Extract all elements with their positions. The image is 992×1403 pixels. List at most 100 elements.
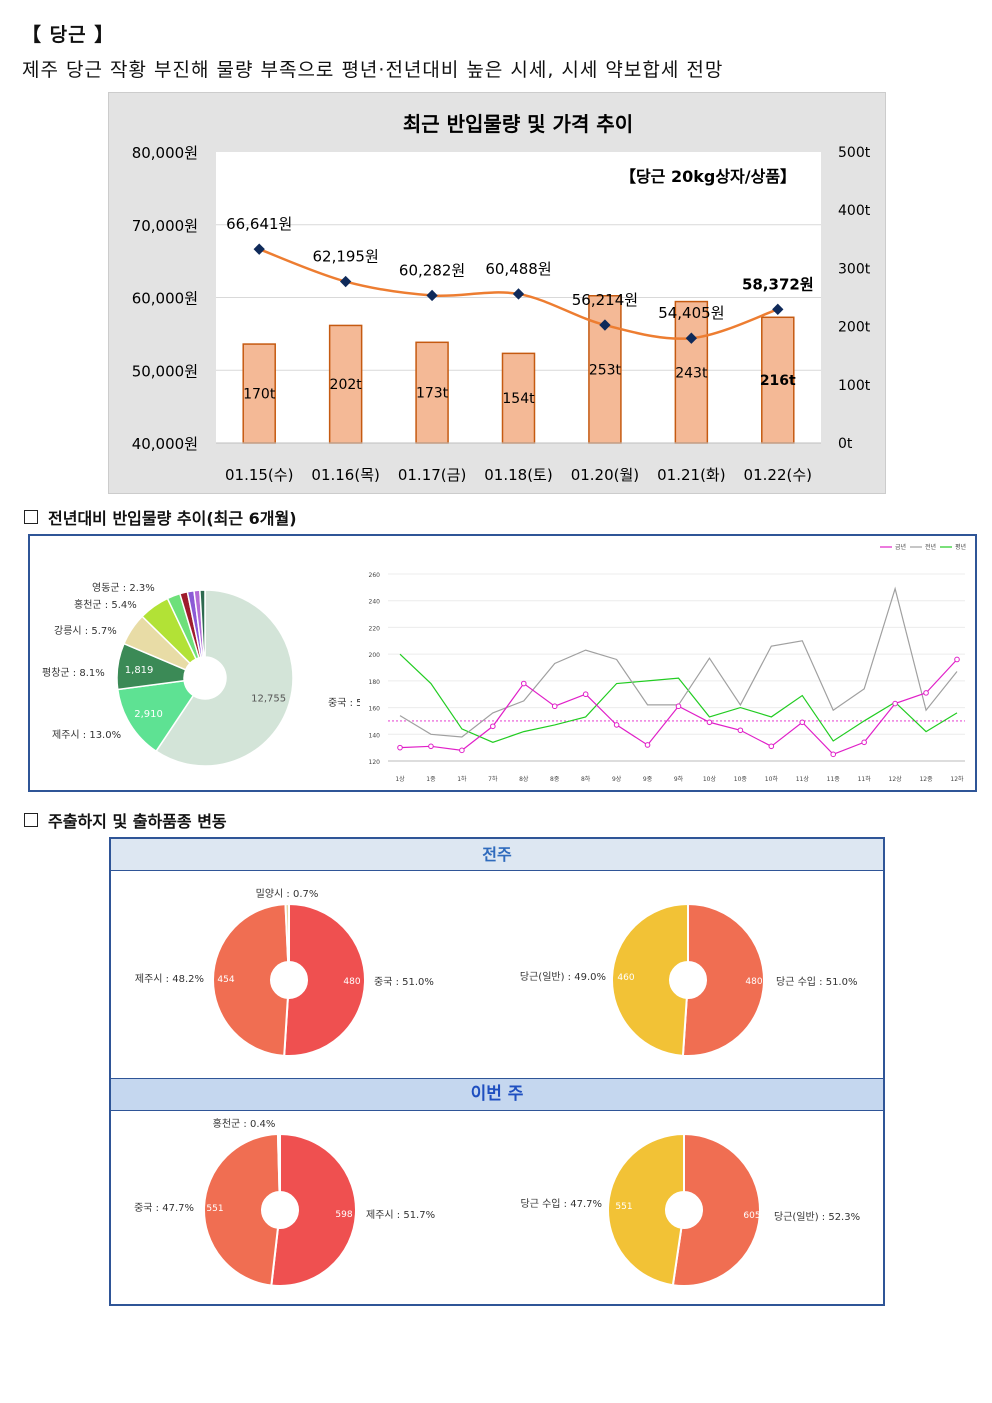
checkbox-icon xyxy=(24,510,38,524)
pie-slice xyxy=(607,1132,685,1287)
section-title-volume: 전년대비 반입물량 추이(최근 6개월) xyxy=(48,509,297,528)
price-point xyxy=(685,332,698,344)
pie-slice xyxy=(284,902,290,964)
series-line xyxy=(399,653,958,743)
slice-value: 2,910 xyxy=(134,709,163,720)
pie-slice xyxy=(203,1132,281,1287)
y-left-tick: 50,000원 xyxy=(132,362,198,380)
series-point xyxy=(582,691,589,698)
series-point xyxy=(892,700,898,707)
pie-slice xyxy=(671,1132,761,1287)
pie-slice xyxy=(283,902,366,1057)
slice-value: 598 xyxy=(335,1210,352,1220)
x-tick: 8하 xyxy=(581,775,591,783)
slice-value: 454 xyxy=(217,975,234,985)
pie-slice xyxy=(155,589,294,767)
slice-label: 제주시 : 13.0% xyxy=(52,729,121,741)
page-title: 【 당근 】 xyxy=(22,24,115,46)
y-tick: 140 xyxy=(369,732,381,739)
slice-label: 홍천군 : 0.4% xyxy=(213,1117,276,1130)
volume-label: 202t xyxy=(330,377,363,393)
slice-label: 당근 수입 : 51.0% xyxy=(776,975,857,988)
price-label: 62,195원 xyxy=(312,248,378,266)
series-point xyxy=(768,743,775,750)
this-week-pies: 제주시 : 51.7% 598 중국 : 47.7% 551 홍천군 : 0.4% 당근(… xyxy=(134,1117,860,1287)
y-tick: 200 xyxy=(369,652,381,659)
x-tick: 01.21(화) xyxy=(657,466,725,484)
series-point xyxy=(861,739,867,746)
section-heading-volume: 전년대비 반입물량 추이(최근 6개월) xyxy=(24,505,297,529)
pie-slice xyxy=(681,902,765,1057)
series-point xyxy=(830,751,837,758)
price-point xyxy=(426,289,438,302)
x-tick: 11중 xyxy=(827,776,841,783)
volume-bar xyxy=(761,316,795,444)
series-point xyxy=(737,727,744,734)
pie-slice xyxy=(270,1132,357,1287)
volume-label: 173t xyxy=(416,386,449,402)
price-label: 56,214원 xyxy=(572,291,638,309)
price-point xyxy=(772,303,784,316)
x-tick: 01.17(금) xyxy=(398,466,466,484)
slice-label: 중국 : 51.0% xyxy=(374,976,434,988)
slice-label: 밀양시 : 0.7% xyxy=(256,888,319,900)
y-right-tick: 400t xyxy=(838,203,871,219)
legend-label: 금년 xyxy=(895,543,906,551)
volume-label: 154t xyxy=(502,391,535,407)
pie-slice xyxy=(212,903,290,1057)
last-week-header: 전주 xyxy=(111,839,883,871)
price-point xyxy=(253,243,265,255)
x-tick: 1하 xyxy=(457,775,467,783)
price-label: 60,282원 xyxy=(399,261,465,279)
series-point xyxy=(490,723,496,730)
pie-slice xyxy=(276,1132,281,1194)
page-subtitle: 제주 당근 작황 부진해 물량 부족으로 평년·전년대비 높은 시세, 시세 약… xyxy=(22,59,724,81)
x-tick: 12하 xyxy=(950,775,964,783)
series-point xyxy=(954,656,960,663)
volume-label: 216t xyxy=(760,373,796,389)
slice-value: 1,819 xyxy=(125,665,154,676)
series-point xyxy=(644,742,651,748)
x-tick: 01.18(토) xyxy=(484,466,552,484)
x-tick: 9상 xyxy=(612,775,622,783)
slice-label: 중국 : 56.8% xyxy=(328,697,360,709)
y-right-tick: 300t xyxy=(838,261,871,277)
this-week-header: 이번 주 xyxy=(111,1078,883,1111)
x-tick: 10상 xyxy=(703,775,717,783)
y-tick: 180 xyxy=(369,679,381,686)
series-point xyxy=(551,703,558,710)
volume-bar xyxy=(242,343,276,444)
price-label: 54,405원 xyxy=(658,304,724,322)
slice-value: 605 xyxy=(743,1211,760,1221)
chart-title: 최근 반입물량 및 가격 추이 xyxy=(403,112,633,136)
x-tick: 8상 xyxy=(519,775,529,783)
y-right-tick: 100t xyxy=(838,378,871,394)
x-tick: 1상 xyxy=(395,775,405,783)
y-tick: 240 xyxy=(369,599,381,606)
slice-value: 480 xyxy=(745,977,762,987)
slice-value: 551 xyxy=(206,1204,223,1214)
slice-label: 당근 수입 : 47.7% xyxy=(521,1197,602,1210)
x-tick: 10중 xyxy=(734,776,748,783)
slice-label: 제주시 : 51.7% xyxy=(366,1209,435,1221)
series-point xyxy=(397,744,403,751)
x-tick: 9하 xyxy=(674,775,684,783)
price-point xyxy=(512,288,525,300)
origin-change-panel xyxy=(109,837,885,1306)
last-week-pies: 중국 : 51.0% 480 제주시 : 48.2% 454 밀양시 : 0.7% 당근 … xyxy=(135,888,857,1057)
y-tick: 260 xyxy=(369,572,381,579)
x-tick: 01.16(목) xyxy=(311,466,379,484)
x-tick: 12상 xyxy=(889,775,903,783)
series-point xyxy=(799,719,806,726)
section-heading-origin: 주출하지 및 출하품종 변동 xyxy=(24,808,227,832)
volume-bar xyxy=(674,300,709,444)
volume-bar xyxy=(501,352,536,444)
pie-slice xyxy=(199,589,206,658)
slice-value: 551 xyxy=(615,1202,632,1212)
volume-label: 170t xyxy=(243,387,276,403)
slice-label: 평창군 : 8.1% xyxy=(42,667,105,679)
price-label: 58,372원 xyxy=(742,275,814,293)
y-right-tick: 200t xyxy=(838,320,871,336)
slice-value: 12,755 xyxy=(251,693,286,704)
slice-value: 480 xyxy=(343,977,360,987)
